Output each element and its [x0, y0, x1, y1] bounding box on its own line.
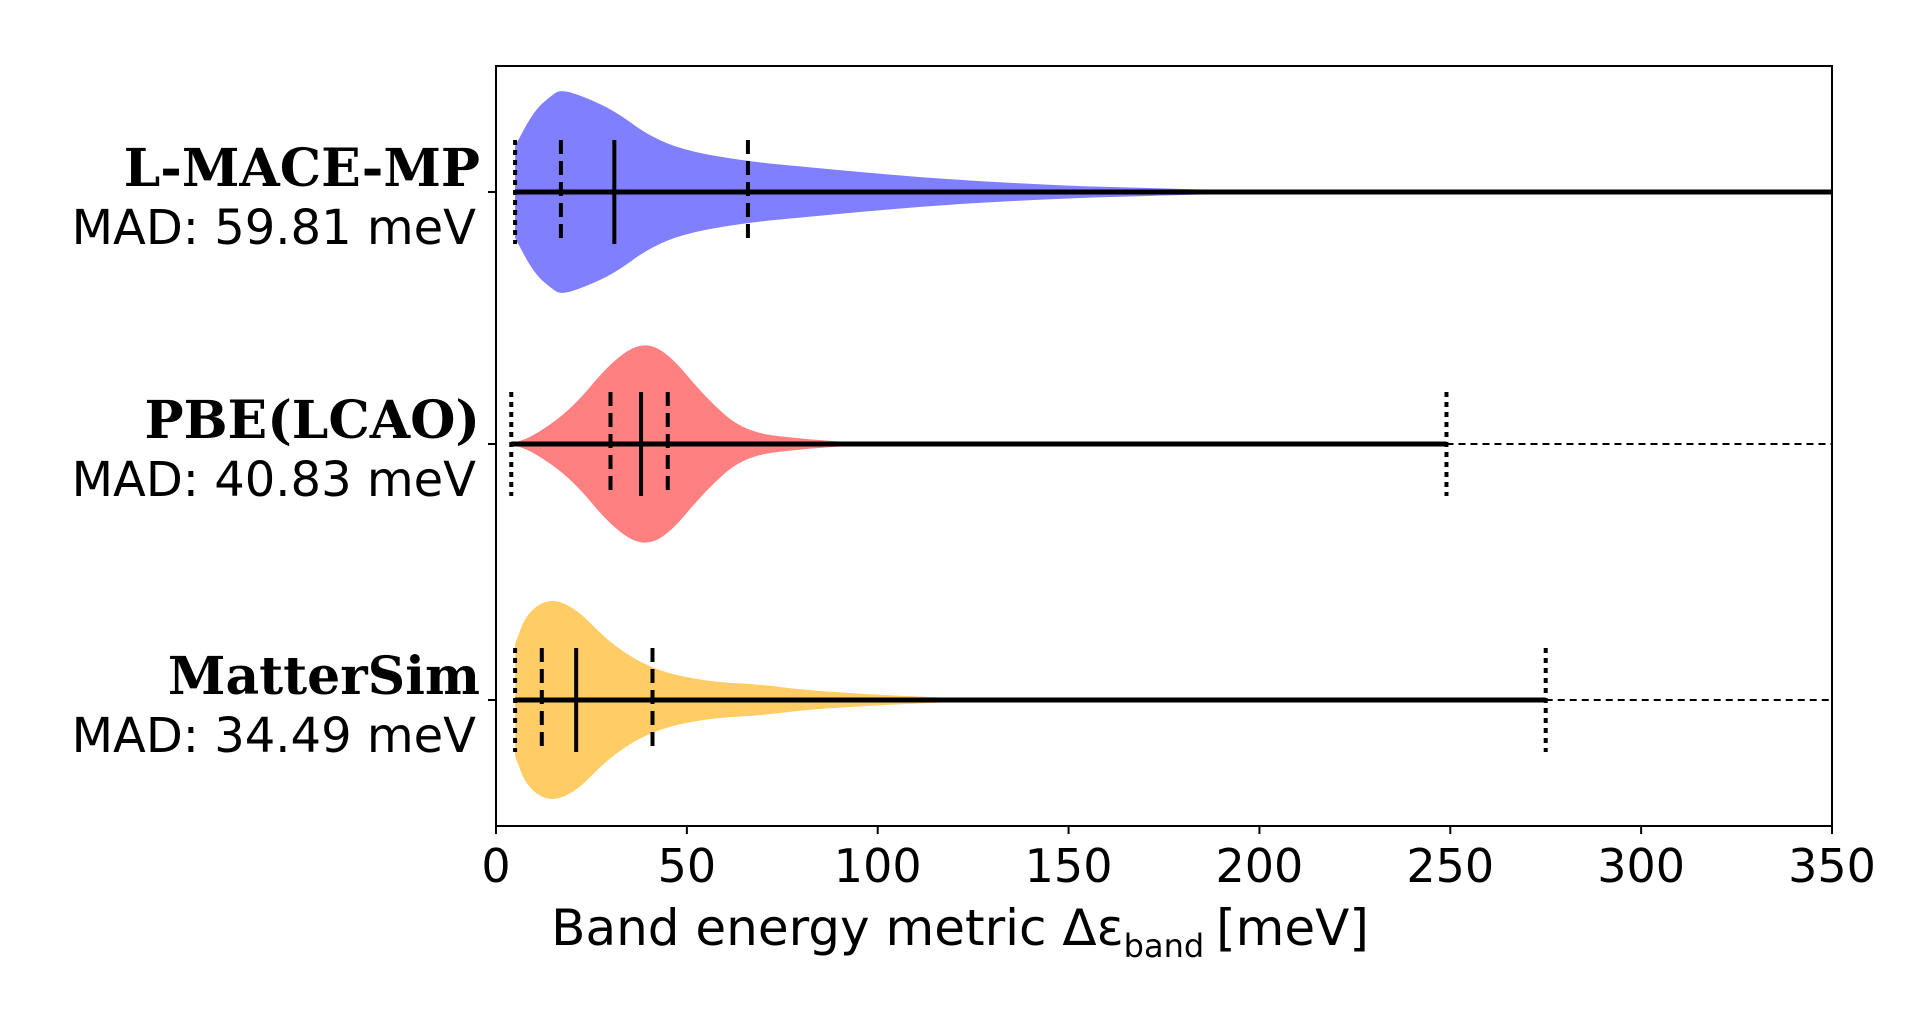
- x-tick-label: 0: [481, 839, 510, 893]
- x-axis-label: Band energy metric Δεband [meV]: [551, 899, 1369, 965]
- violin-l-mace-mp: [513, 91, 1832, 293]
- series-name-label: MatterSim: [168, 646, 480, 707]
- series-mad-label: MAD: 59.81 meV: [72, 200, 477, 256]
- x-tick-label: 250: [1406, 839, 1494, 893]
- x-tick-label: 50: [658, 839, 717, 893]
- violin-group: [509, 91, 1832, 799]
- series-name-label: L-MACE-MP: [124, 138, 480, 199]
- violin-mattersim: [513, 601, 1832, 799]
- x-axis: 0 50 100 150 200 250 300 350: [481, 826, 1876, 893]
- x-tick-label: 200: [1216, 839, 1304, 893]
- x-axis-label-unit: [meV]: [1216, 899, 1369, 957]
- violin-pbe-lcao: [509, 345, 1832, 543]
- plot-frame: [495, 65, 1833, 827]
- x-axis-label-main: Band energy metric Δε: [551, 899, 1124, 957]
- series-mad-label: MAD: 34.49 meV: [72, 708, 477, 764]
- x-tick-label: 100: [834, 839, 922, 893]
- series-mad-label: MAD: 40.83 meV: [72, 452, 477, 508]
- series-name-label: PBE(LCAO): [145, 390, 481, 451]
- x-tick-label: 300: [1597, 839, 1685, 893]
- x-tick-label: 150: [1025, 839, 1113, 893]
- x-tick-label: 350: [1788, 839, 1876, 893]
- x-axis-label-subscript: band: [1124, 927, 1205, 965]
